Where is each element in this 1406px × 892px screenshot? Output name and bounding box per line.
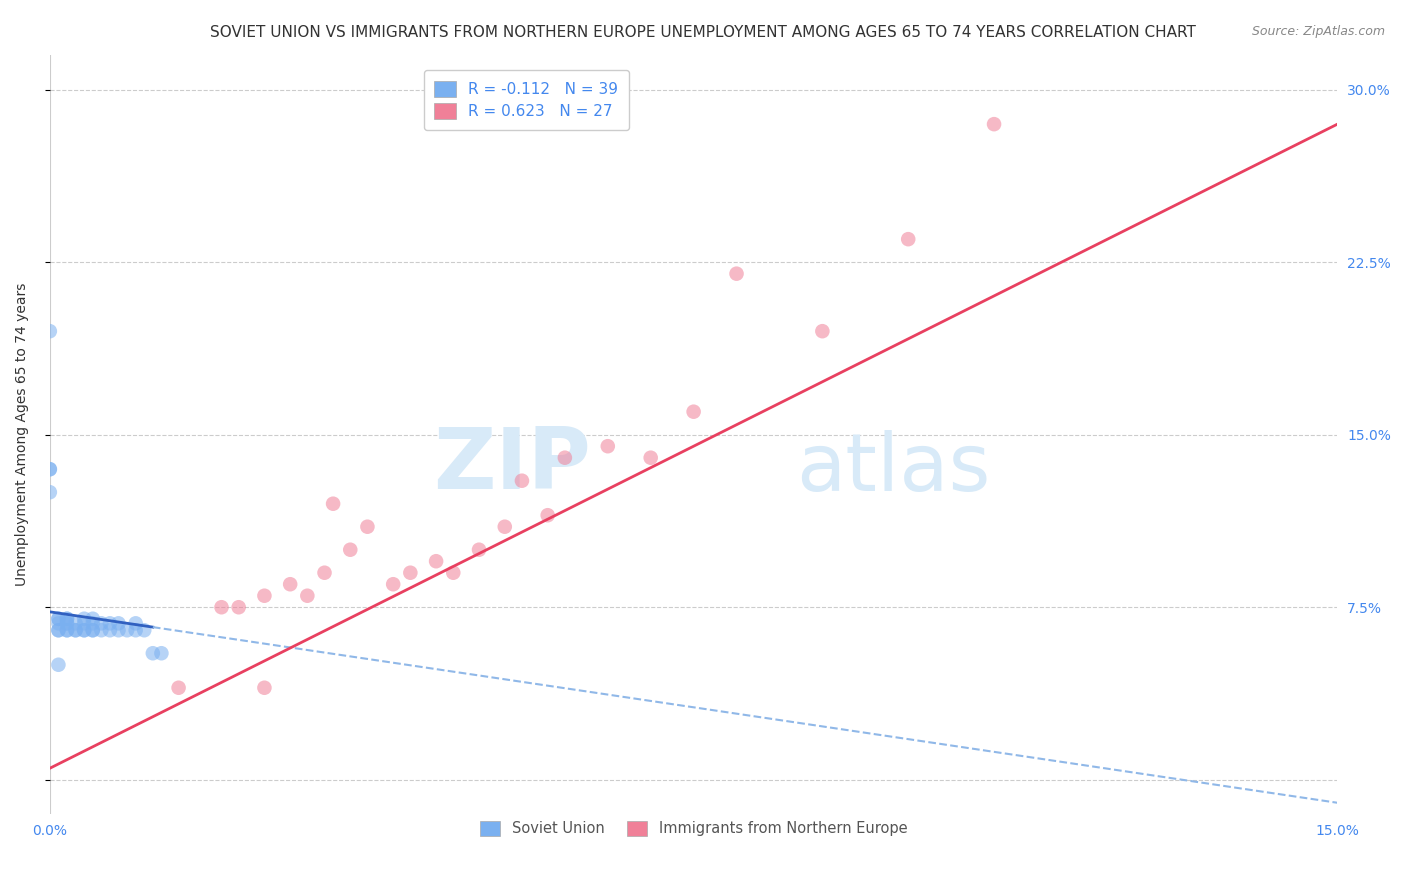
Point <box>441 566 464 580</box>
Point <box>48 616 70 631</box>
Point <box>90 616 112 631</box>
Point <box>38 485 60 500</box>
Text: Source: ZipAtlas.com: Source: ZipAtlas.com <box>1251 25 1385 38</box>
Text: ZIP: ZIP <box>433 424 591 507</box>
Point <box>596 439 619 453</box>
Point <box>73 616 96 631</box>
Point <box>211 600 233 615</box>
Point <box>56 624 79 638</box>
Point <box>65 624 87 638</box>
Y-axis label: Unemployment Among Ages 65 to 74 years: Unemployment Among Ages 65 to 74 years <box>15 283 30 586</box>
Point <box>56 616 79 631</box>
Text: atlas: atlas <box>797 430 991 508</box>
Point <box>228 600 250 615</box>
Point <box>983 117 1005 131</box>
Point <box>322 497 344 511</box>
Point <box>382 577 405 591</box>
Point <box>90 624 112 638</box>
Point <box>38 324 60 338</box>
Point <box>48 624 70 638</box>
Point <box>73 624 96 638</box>
Point <box>494 519 516 533</box>
Point <box>107 624 129 638</box>
Point <box>134 624 156 638</box>
Point <box>167 681 190 695</box>
Point <box>425 554 447 568</box>
Point <box>65 616 87 631</box>
Point <box>82 616 104 631</box>
Point <box>56 624 79 638</box>
Legend: Soviet Union, Immigrants from Northern Europe: Soviet Union, Immigrants from Northern E… <box>471 812 917 845</box>
Point <box>73 624 96 638</box>
Point <box>554 450 576 465</box>
Point <box>38 462 60 476</box>
Point <box>56 612 79 626</box>
Point <box>297 589 319 603</box>
Point <box>682 405 704 419</box>
Point <box>98 616 121 631</box>
Point <box>73 612 96 626</box>
Point <box>640 450 662 465</box>
Point <box>48 657 70 672</box>
Point <box>115 624 138 638</box>
Point <box>253 589 276 603</box>
Point <box>82 612 104 626</box>
Point <box>150 646 173 660</box>
Point <box>399 566 422 580</box>
Point <box>107 616 129 631</box>
Point <box>253 681 276 695</box>
Point <box>38 462 60 476</box>
Point <box>124 624 146 638</box>
Point <box>468 542 491 557</box>
Point <box>82 624 104 638</box>
Point <box>897 232 920 246</box>
Point <box>510 474 533 488</box>
Point <box>56 612 79 626</box>
Point <box>48 624 70 638</box>
Point <box>537 508 560 523</box>
Point <box>142 646 165 660</box>
Point <box>356 519 378 533</box>
Point <box>65 624 87 638</box>
Text: SOVIET UNION VS IMMIGRANTS FROM NORTHERN EUROPE UNEMPLOYMENT AMONG AGES 65 TO 74: SOVIET UNION VS IMMIGRANTS FROM NORTHERN… <box>209 25 1197 40</box>
Point <box>124 616 146 631</box>
Point <box>98 624 121 638</box>
Point <box>339 542 361 557</box>
Point <box>314 566 336 580</box>
Point <box>278 577 301 591</box>
Point <box>725 267 748 281</box>
Point <box>48 612 70 626</box>
Point <box>811 324 834 338</box>
Point <box>82 624 104 638</box>
Point <box>56 616 79 631</box>
Point <box>48 612 70 626</box>
